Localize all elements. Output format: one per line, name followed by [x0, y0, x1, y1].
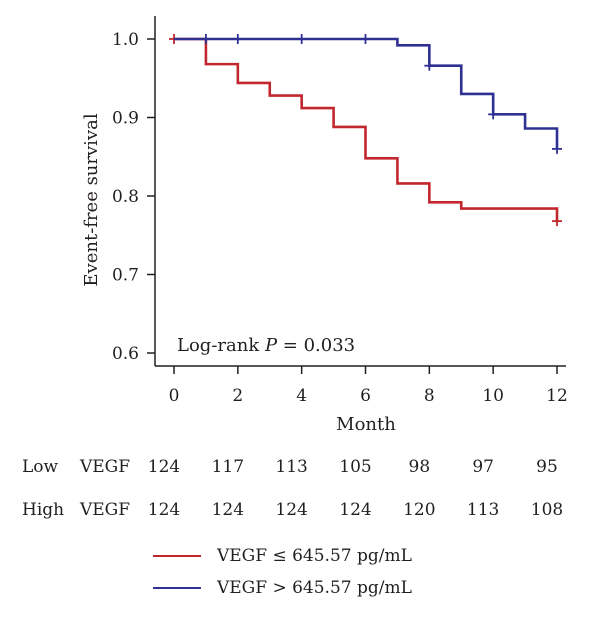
legend-item: VEGF > 645.57 pg/mL — [153, 578, 412, 598]
risk-row-group-label: Low — [22, 457, 59, 477]
censor-mark — [552, 143, 562, 154]
logrank-prefix: Log-rank — [177, 335, 265, 356]
risk-count-cell: 124 — [211, 500, 245, 520]
risk-count-cell: 98 — [408, 457, 431, 477]
x-axis-label: Month — [336, 414, 396, 435]
x-tick-label: 0 — [169, 386, 180, 406]
logrank-p: P — [264, 335, 278, 356]
legend-label: VEGF ≤ 645.57 pg/mL — [217, 546, 412, 566]
y-tick-label: 1.0 — [112, 30, 139, 50]
risk-count-cell: 97 — [472, 457, 494, 477]
legend-swatch — [153, 555, 201, 557]
censor-mark — [296, 34, 307, 44]
risk-count-cell: 120 — [403, 500, 436, 520]
y-tick-label: 0.6 — [112, 344, 139, 364]
risk-row-marker-label: VEGF — [80, 457, 131, 477]
x-tick-label: 6 — [360, 386, 371, 406]
censor-mark — [360, 34, 371, 44]
x-tick-label: 10 — [482, 386, 504, 406]
x-tick-label: 2 — [232, 386, 243, 406]
risk-count-cell: 124 — [339, 500, 372, 520]
legend-item: VEGF ≤ 645.57 pg/mL — [153, 546, 412, 566]
censor-mark — [424, 60, 435, 71]
censor-mark — [232, 34, 243, 44]
legend-label: VEGF > 645.57 pg/mL — [217, 578, 412, 598]
risk-row-marker-label: VEGF — [80, 500, 131, 520]
risk-count-cell: 124 — [147, 457, 181, 477]
censor-mark — [488, 109, 499, 120]
censor-mark — [200, 34, 211, 44]
y-tick-label: 0.9 — [112, 109, 139, 129]
y-tick-label: 0.8 — [112, 187, 139, 207]
y-tick-label: 0.7 — [112, 266, 139, 286]
series-line-high-vegf — [174, 37, 559, 149]
risk-count-cell: 124 — [147, 500, 181, 520]
risk-count-cell: 105 — [339, 457, 372, 477]
legend-swatch — [153, 587, 201, 589]
logrank-annotation: Log-rank P = 0.033 — [177, 335, 355, 356]
logrank-value: = 0.033 — [277, 335, 355, 356]
risk-count-cell: 113 — [275, 457, 308, 477]
series-line-low-vegf — [174, 37, 559, 222]
risk-count-cell: 117 — [211, 457, 245, 477]
x-tick-label: 8 — [424, 386, 435, 406]
risk-row-group-label: High — [22, 500, 65, 520]
risk-count-cell: 124 — [275, 500, 308, 520]
y-axis-label: Event-free survival — [81, 113, 102, 286]
censor-mark — [552, 216, 562, 227]
risk-count-cell: 108 — [530, 500, 564, 520]
risk-count-cell: 95 — [536, 457, 558, 477]
x-tick-label: 12 — [546, 386, 568, 406]
x-tick-label: 4 — [296, 386, 307, 406]
risk-count-cell: 113 — [466, 500, 500, 520]
